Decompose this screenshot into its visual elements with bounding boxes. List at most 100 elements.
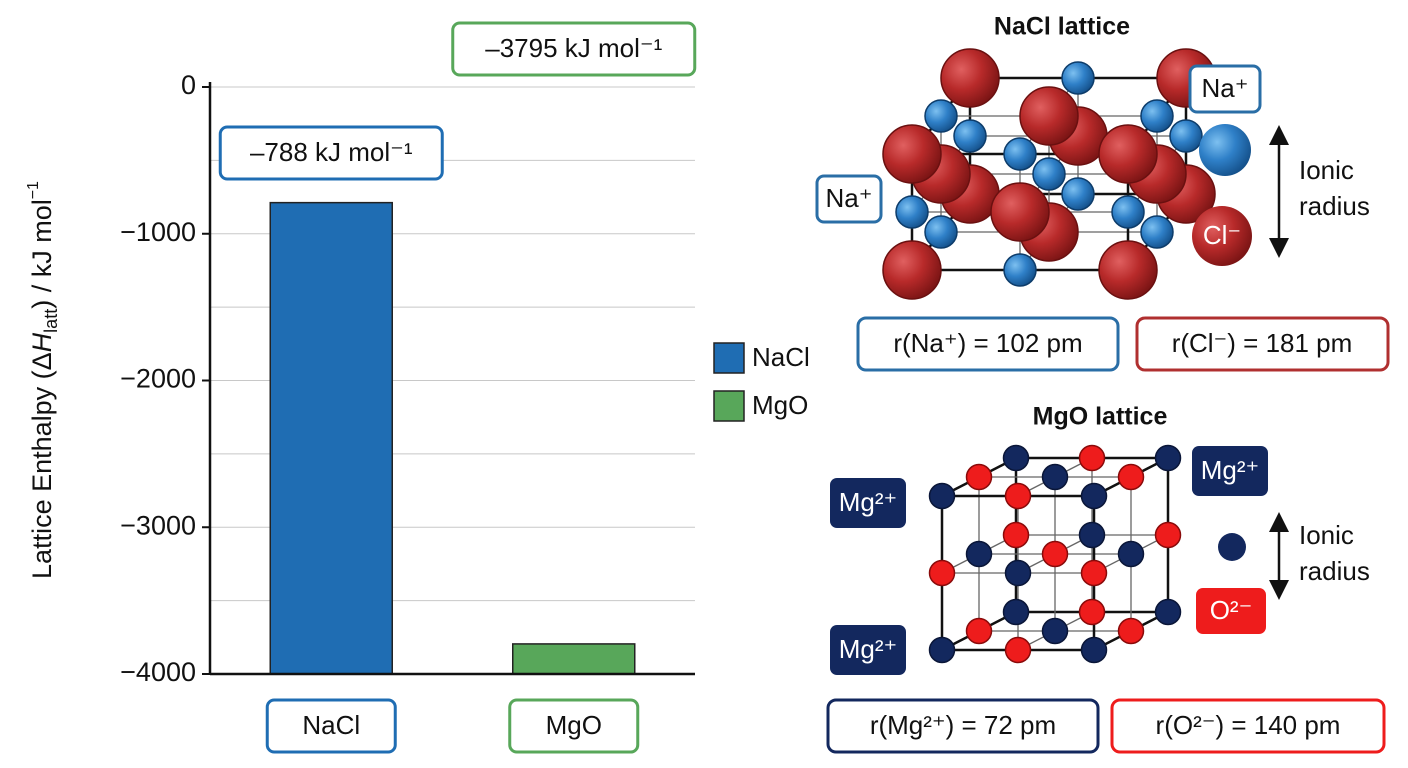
label-box <box>1196 588 1266 634</box>
ion-label: Cl⁻ <box>1203 220 1241 250</box>
value-label-box <box>451 21 697 77</box>
ion <box>1078 521 1106 549</box>
ion <box>1154 521 1182 549</box>
ion <box>1041 540 1069 568</box>
y-axis-label-part: −1 <box>25 181 42 199</box>
ion <box>924 215 958 249</box>
ion-label: Na⁺ <box>826 183 873 213</box>
cation-icon <box>1199 124 1251 176</box>
ion <box>1019 86 1079 146</box>
anion-icon <box>1192 206 1252 266</box>
ion <box>1004 559 1032 587</box>
value-label: –788 kJ mol⁻¹ <box>250 137 413 167</box>
x-tick-label: NaCl <box>302 710 360 740</box>
bar <box>269 201 393 675</box>
ion-label: O²⁻ <box>1210 595 1253 625</box>
y-axis-label-part: ) / kJ mol <box>27 199 57 309</box>
ion <box>1078 444 1106 472</box>
ion <box>928 559 956 587</box>
ion <box>1140 99 1174 133</box>
ion <box>928 636 956 664</box>
y-tick-label: −1000 <box>120 217 196 247</box>
ion <box>882 124 942 184</box>
ion <box>1080 559 1108 587</box>
label-box <box>830 625 906 675</box>
ion <box>1117 463 1145 491</box>
ion <box>953 119 987 153</box>
label-box <box>830 478 906 528</box>
label-box <box>815 174 883 224</box>
radius-value: r(Cl⁻) = 181 pm <box>1172 328 1353 358</box>
radius-value: r(Na⁺) = 102 pm <box>893 328 1082 358</box>
ion <box>1117 617 1145 645</box>
y-axis-label: Lattice Enthalpy (ΔHlatt) / kJ mol−1 <box>25 181 61 579</box>
ion <box>882 240 942 300</box>
ion <box>924 99 958 133</box>
ion <box>1002 521 1030 549</box>
category-box <box>508 698 640 754</box>
ion-label: Mg²⁺ <box>1201 455 1260 485</box>
ion <box>1140 215 1174 249</box>
radius-value: r(O²⁻) = 140 pm <box>1156 710 1341 740</box>
ion <box>1061 61 1095 95</box>
ion <box>1041 617 1069 645</box>
ion <box>1111 195 1145 229</box>
ion <box>1003 137 1037 171</box>
nacl-lattice <box>882 48 1216 300</box>
value-label: –3795 kJ mol⁻¹ <box>485 33 662 63</box>
radius-box <box>826 698 1100 754</box>
ion <box>1032 157 1066 191</box>
ion <box>1098 240 1158 300</box>
legend-swatch <box>713 390 745 422</box>
legend-label: NaCl <box>752 342 810 372</box>
category-box <box>265 698 397 754</box>
y-tick-label: −2000 <box>120 364 196 394</box>
ion <box>1154 444 1182 472</box>
radius-box <box>1110 698 1386 754</box>
ion <box>1154 598 1182 626</box>
ion <box>1169 119 1203 153</box>
y-axis-label-part: Lattice Enthalpy (Δ <box>27 352 57 579</box>
ion <box>1080 636 1108 664</box>
ion <box>990 182 1050 242</box>
ion <box>1002 444 1030 472</box>
label-box <box>1188 64 1262 114</box>
ion <box>1098 124 1158 184</box>
ion <box>1061 177 1095 211</box>
ion <box>928 482 956 510</box>
radius-box <box>856 316 1120 372</box>
ion <box>1002 598 1030 626</box>
ion-label: Mg²⁺ <box>839 634 898 664</box>
radius-label: radius <box>1299 556 1370 586</box>
radius-box <box>1135 316 1390 372</box>
ion <box>1041 463 1069 491</box>
ion <box>1117 540 1145 568</box>
legend-swatch <box>713 342 745 374</box>
diagram-title: NaCl lattice <box>994 13 1130 41</box>
radius-label: Ionic <box>1299 155 1354 185</box>
y-axis-label-part: latt <box>41 309 61 333</box>
y-tick-label: −4000 <box>120 657 196 687</box>
chart: 0 −1000 −2000 −3000 −4000 Lattice Enthalpy (Δ… <box>25 21 810 754</box>
ion-label: Mg²⁺ <box>839 487 898 517</box>
mgo-lattice <box>928 444 1182 664</box>
x-tick-label: MgO <box>546 710 602 740</box>
y-tick-label: 0 <box>181 70 196 100</box>
ion <box>1080 482 1108 510</box>
ion <box>1004 636 1032 664</box>
ion <box>965 463 993 491</box>
value-label-box <box>218 125 444 181</box>
y-tick-label: −3000 <box>120 510 196 540</box>
cation-icon <box>1218 533 1246 561</box>
ion <box>965 540 993 568</box>
y-axis-label-part: H <box>27 332 57 352</box>
radius-label: Ionic <box>1299 520 1354 550</box>
radius-value: r(Mg²⁺) = 72 pm <box>870 710 1056 740</box>
ion <box>965 617 993 645</box>
ion-label: Na⁺ <box>1202 73 1249 103</box>
ion <box>895 195 929 229</box>
bar <box>512 643 636 675</box>
radius-label: radius <box>1299 191 1370 221</box>
ion <box>940 48 1000 108</box>
